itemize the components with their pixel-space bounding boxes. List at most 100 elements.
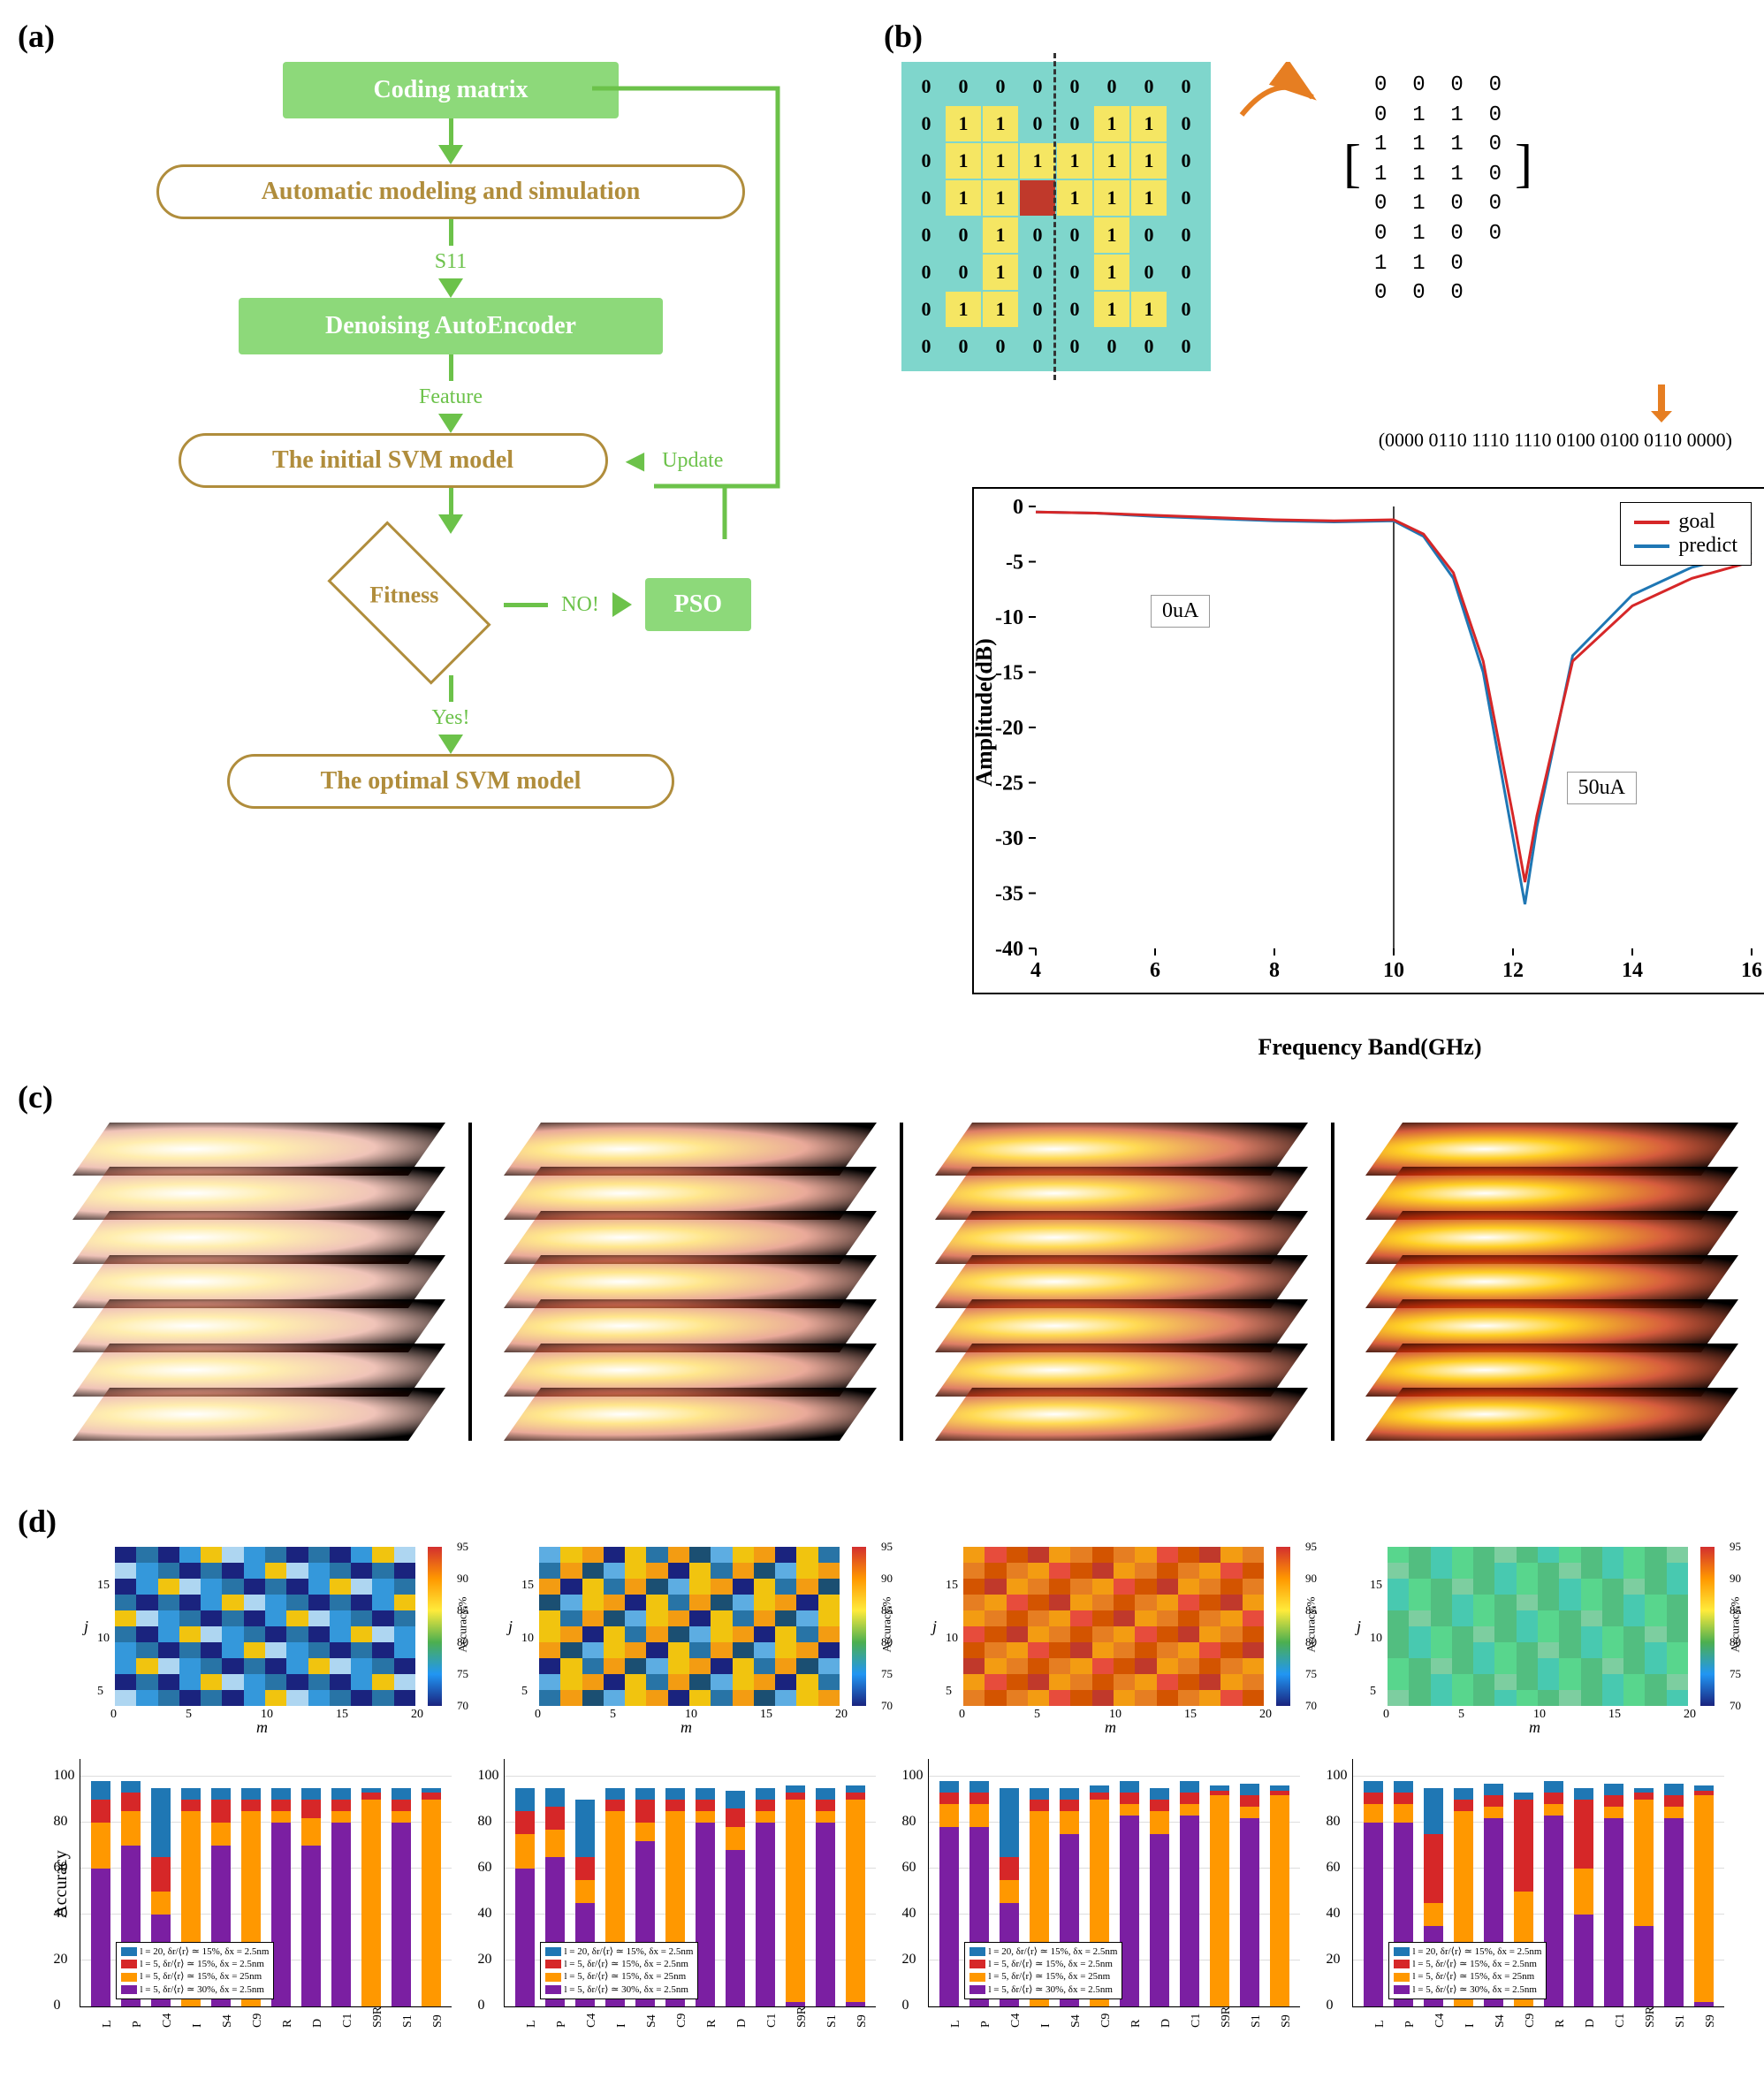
matrix-cell: 1 xyxy=(1094,292,1129,327)
matrix-cell: 0 xyxy=(1094,329,1129,364)
label-yes: Yes! xyxy=(88,706,813,730)
matrix-cell: 0 xyxy=(909,69,944,104)
arrow-right-icon xyxy=(1237,62,1317,133)
matrix-cell: 1 xyxy=(1094,255,1129,290)
bitstring: (0000 0110 1110 1110 0100 0100 0110 0000… xyxy=(901,429,1750,452)
matrix-cell: 1 xyxy=(946,143,981,179)
heatmap-panel: 707580859095jm5101505101520Accuracy,% xyxy=(504,1538,875,1732)
field-stack xyxy=(927,1123,1307,1441)
matrix-cell: 1 xyxy=(946,180,981,216)
matrix-cell: 1 xyxy=(983,217,1018,253)
matrix-cell: 0 xyxy=(909,329,944,364)
heatmap-panel: 707580859095jm5101505101520Accuracy,% xyxy=(928,1538,1299,1732)
matrix-cell: 0 xyxy=(1168,180,1204,216)
bar-group xyxy=(1694,1785,1714,2006)
bar-group xyxy=(756,1788,775,2006)
barchart-legend: l = 20, δr/⟨r⟩ ≃ 15%, δx = 2.5nml = 5, δ… xyxy=(1388,1942,1547,1999)
bar-group xyxy=(1574,1788,1593,2006)
bar-group xyxy=(816,1788,835,2006)
matrix-cell: 0 xyxy=(1131,329,1167,364)
matrix-cell: 1 xyxy=(1057,180,1092,216)
node-denoising: Denoising AutoEncoder xyxy=(239,298,663,354)
svg-text:-5: -5 xyxy=(1006,552,1023,575)
field-stack xyxy=(1357,1123,1737,1441)
arrow-down-icon xyxy=(1644,380,1679,424)
bar-group xyxy=(786,1785,805,2006)
svg-text:16: 16 xyxy=(1741,959,1762,982)
svg-text:-10: -10 xyxy=(995,606,1023,629)
matrix-cell: 0 xyxy=(1020,106,1055,141)
chart-legend: goal predict xyxy=(1620,502,1752,566)
matrix-cell: 0 xyxy=(1168,69,1204,104)
label-c: (c) xyxy=(18,1078,53,1115)
flowchart-panel: Coding matrix Automatic modeling and sim… xyxy=(88,62,813,809)
bar-group xyxy=(361,1788,381,2006)
label-no: NO! xyxy=(561,593,599,617)
barchart-row: 020406080100LPC4IS4C9RDC1S9RS1S9l = 20, … xyxy=(53,1759,1750,2007)
matrix-cell: 0 xyxy=(1131,69,1167,104)
bar-group xyxy=(1240,1784,1259,2006)
matrix-cell: 0 xyxy=(946,255,981,290)
svg-text:8: 8 xyxy=(1269,959,1280,982)
panel-c xyxy=(53,1123,1750,1441)
matrix-cell: 0 xyxy=(1057,217,1092,253)
barchart-panel: 020406080100LPC4IS4C9RDC1S9RS1S9l = 20, … xyxy=(80,1759,452,2007)
matrix-cell: 0 xyxy=(1131,217,1167,253)
annot-0ua: 0uA xyxy=(1151,595,1210,628)
svg-text:-15: -15 xyxy=(995,662,1023,685)
matrix-cell: 0 xyxy=(1020,292,1055,327)
matrix-cell: 0 xyxy=(946,69,981,104)
matrix-cell: 1 xyxy=(983,292,1018,327)
label-s11: S11 xyxy=(88,250,813,274)
bar-group xyxy=(1270,1785,1289,2006)
matrix-cell: 1 xyxy=(1094,106,1129,141)
label-update: Update xyxy=(662,449,723,473)
matrix-cell: 1 xyxy=(983,180,1018,216)
matrix-cell: 0 xyxy=(1057,255,1092,290)
bar-group xyxy=(1634,1788,1654,2006)
matrix-cell: 0 xyxy=(1057,106,1092,141)
heatmap-panel: 707580859095jm5101505101520Accuracy,% xyxy=(80,1538,451,1732)
matrix-cell: 1 xyxy=(1094,180,1129,216)
matrix-cell: 0 xyxy=(1057,329,1092,364)
bar-group xyxy=(726,1791,745,2006)
matrix-cell xyxy=(1020,180,1055,216)
bar-group xyxy=(515,1788,535,2006)
field-stack xyxy=(65,1123,445,1441)
annot-50ua: 50uA xyxy=(1567,772,1637,804)
matrix-cell: 1 xyxy=(1131,106,1167,141)
matrix-cell: 0 xyxy=(983,329,1018,364)
node-pso: PSO xyxy=(645,578,751,631)
panel-b: 0000000001100110011111100111110001001000… xyxy=(901,62,1750,1061)
svg-text:12: 12 xyxy=(1502,959,1524,982)
matrix-cell: 1 xyxy=(1131,180,1167,216)
matrix-cell: 0 xyxy=(1094,69,1129,104)
matrix-cell: 0 xyxy=(1168,255,1204,290)
svg-text:4: 4 xyxy=(1030,959,1041,982)
bar-group xyxy=(422,1788,441,2006)
matrix-cell: 0 xyxy=(909,255,944,290)
matrix-cell: 1 xyxy=(983,255,1018,290)
matrix-cell: 0 xyxy=(909,106,944,141)
field-layer xyxy=(504,1388,877,1441)
chart-ylabel: Amplitude(dB) xyxy=(971,638,998,787)
bar-group xyxy=(939,1781,959,2006)
figure-container: (a) (b) (c) (d) Coding matrix Automatic … xyxy=(18,18,1746,2068)
matrix-cell: 1 xyxy=(1020,143,1055,179)
matrix-cell: 0 xyxy=(909,292,944,327)
coding-matrix-grid: 0000000001100110011111100111110001001000… xyxy=(901,62,1211,371)
matrix-cell: 0 xyxy=(1168,329,1204,364)
matrix-cell: 1 xyxy=(1057,143,1092,179)
matrix-cell: 1 xyxy=(1094,143,1129,179)
bar-group xyxy=(301,1788,321,2006)
bar-group xyxy=(1210,1785,1229,2006)
label-d: (d) xyxy=(18,1503,57,1540)
svg-text:10: 10 xyxy=(1383,959,1404,982)
chart-xlabel: Frequency Band(GHz) xyxy=(972,1034,1764,1061)
barchart-legend: l = 20, δr/⟨r⟩ ≃ 15%, δx = 2.5nml = 5, δ… xyxy=(540,1942,699,1999)
barchart-panel: 020406080100LPC4IS4C9RDC1S9RS1S9l = 20, … xyxy=(504,1759,876,2007)
matrix-cell: 1 xyxy=(946,106,981,141)
barchart-panel: 020406080100LPC4IS4C9RDC1S9RS1S9l = 20, … xyxy=(1352,1759,1724,2007)
stack-divider xyxy=(900,1123,903,1441)
bar-group xyxy=(1364,1781,1383,2006)
